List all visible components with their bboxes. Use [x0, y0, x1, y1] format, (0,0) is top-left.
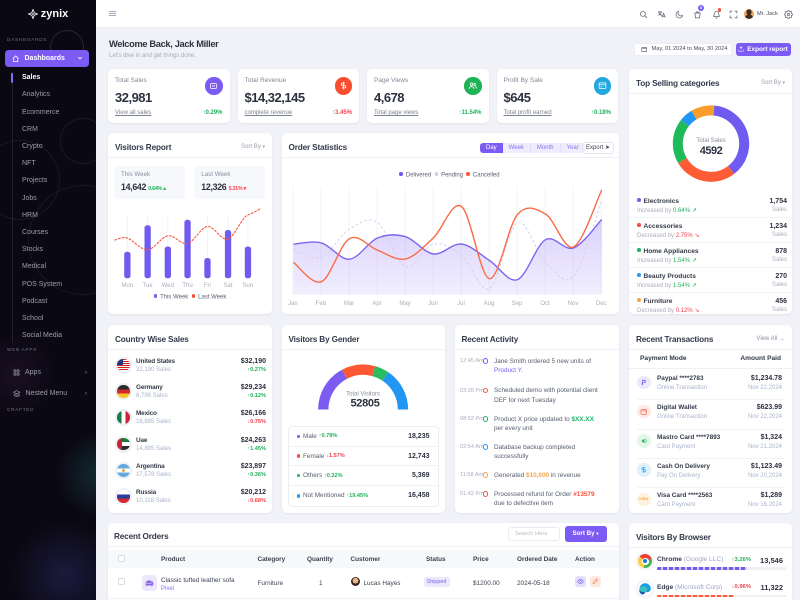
svg-text:52805: 52805: [350, 398, 379, 410]
svg-text:Fri: Fri: [204, 283, 211, 289]
svg-text:Jul: Jul: [457, 301, 465, 307]
svg-text:Total Visitors: Total Visitors: [346, 392, 380, 398]
svg-text:Sep: Sep: [511, 301, 522, 307]
svg-text:Thu: Thu: [182, 283, 192, 289]
svg-text:Oct: Oct: [540, 301, 550, 307]
svg-text:Aug: Aug: [483, 301, 494, 307]
svg-text:4592: 4592: [700, 145, 723, 157]
svg-text:Apr: Apr: [372, 301, 381, 307]
svg-text:May: May: [399, 301, 410, 307]
svg-text:Mar: Mar: [343, 301, 353, 307]
svg-text:Dec: Dec: [595, 301, 606, 307]
svg-text:Jan: Jan: [288, 301, 298, 307]
svg-text:Total Sales: Total Sales: [696, 138, 725, 144]
svg-text:Sun: Sun: [243, 283, 254, 289]
svg-text:Mon: Mon: [121, 283, 133, 289]
svg-text:Jun: Jun: [428, 301, 438, 307]
svg-text:Tue: Tue: [143, 283, 154, 289]
svg-text:Wed: Wed: [162, 283, 174, 289]
svg-text:Nov: Nov: [567, 301, 578, 307]
svg-text:Sat: Sat: [223, 283, 232, 289]
svg-text:Feb: Feb: [315, 301, 326, 307]
